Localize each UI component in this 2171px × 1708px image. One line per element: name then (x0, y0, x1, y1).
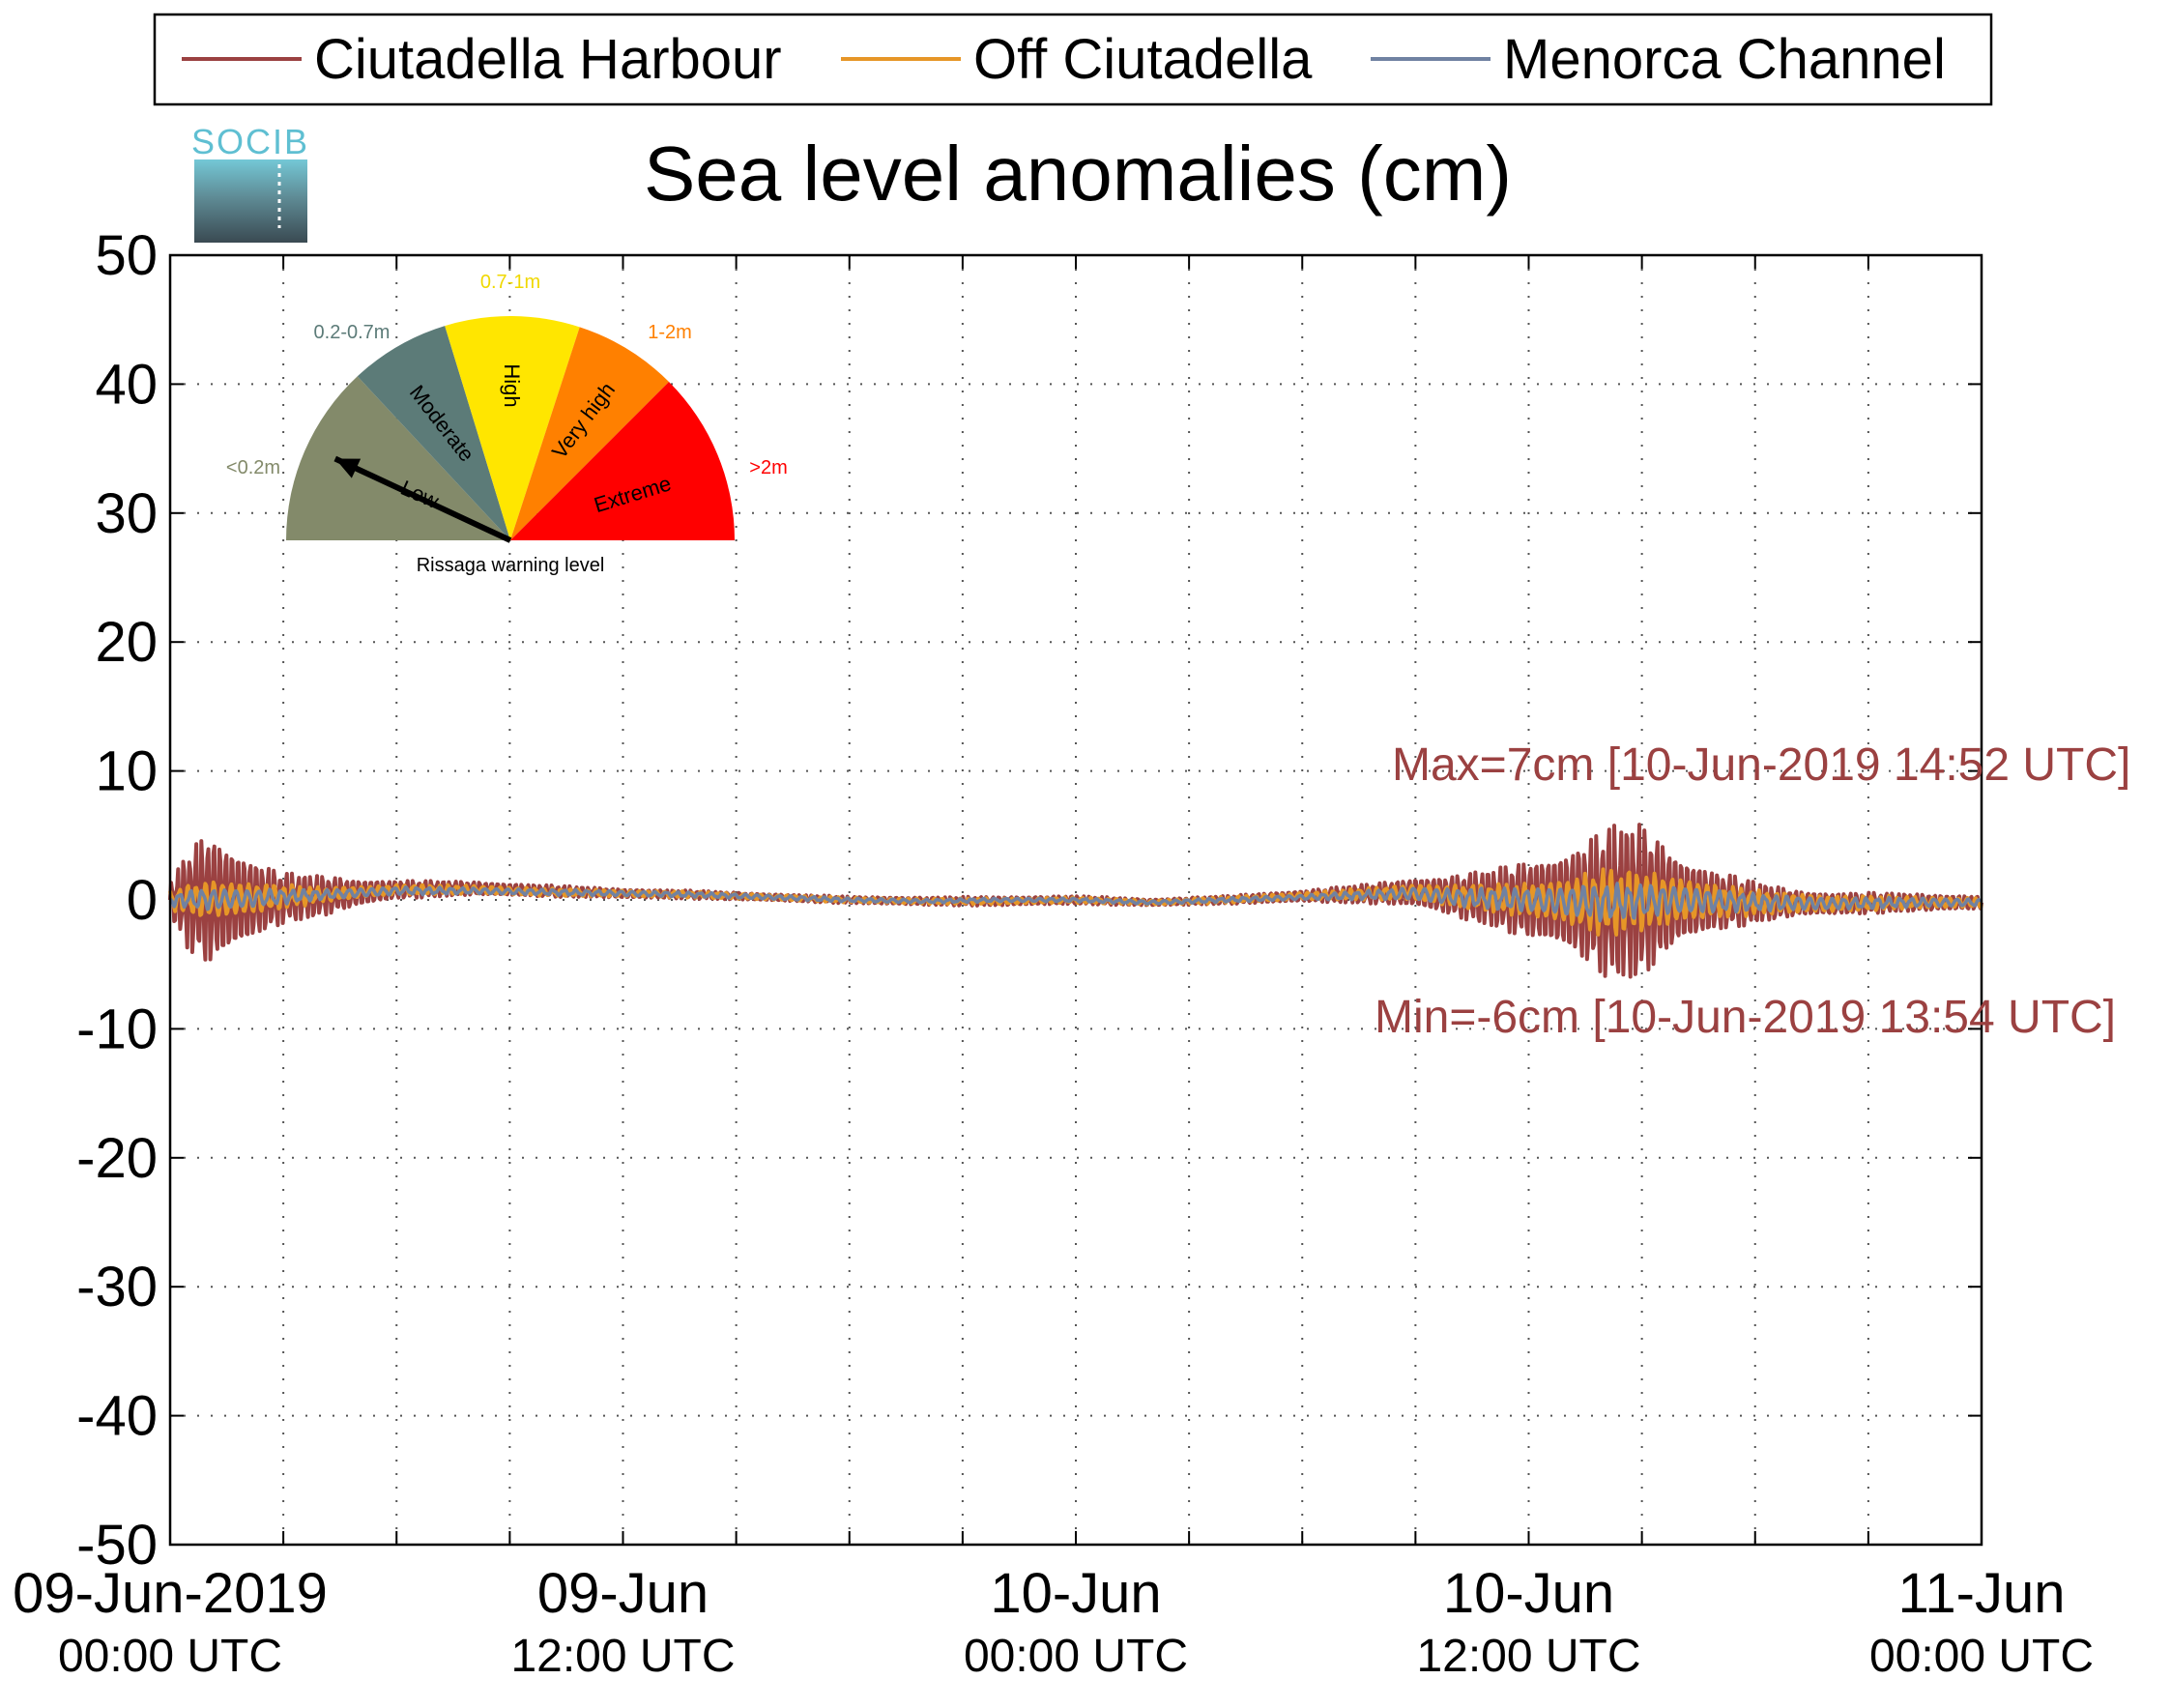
y-tick-label: -40 (76, 1385, 158, 1448)
x-tick-label-date: 10-Jun (990, 1562, 1161, 1625)
legend-box (153, 13, 1993, 106)
y-axis-labels: 50 40 30 20 10 0 -10 -20 -30 -40 -50 (76, 224, 158, 1577)
socib-logo: SOCIB (191, 122, 309, 243)
x-tick-label-date: 11-Jun (1897, 1562, 2065, 1625)
y-tick-label: -30 (76, 1256, 158, 1318)
socib-logo-text: SOCIB (191, 122, 309, 161)
gauge-sector-moderate (357, 326, 510, 540)
legend-label-ciutadella-harbour: Ciutadella Harbour (314, 28, 782, 91)
gauge-caption: Rissaga warning level (417, 555, 605, 576)
gauge-sector-very-high (510, 327, 669, 540)
legend-label-menorca-channel: Menorca Channel (1503, 28, 1946, 91)
max-annotation: Max=7cm [10-Jun-2019 14:52 UTC] (1392, 739, 2130, 791)
x-tick-label-time: 12:00 UTC (1416, 1631, 1640, 1682)
y-tick-label: -50 (76, 1514, 158, 1577)
legend: Ciutadella Harbour Off Ciutadella Menorc… (153, 13, 1993, 106)
x-tick-label-time: 00:00 UTC (1869, 1631, 2094, 1682)
x-axis-labels: 09-Jun-2019 00:00 UTC 09-Jun 12:00 UTC 10-Ju… (13, 1562, 2094, 1682)
y-tick-label: 20 (95, 611, 158, 674)
axis-ticks (170, 254, 1982, 1546)
gauge-range-label: >2m (749, 457, 787, 478)
x-tick-label-time: 00:00 UTC (964, 1631, 1188, 1682)
gauge-range-label: <0.2m (226, 457, 280, 478)
gauge-level-label: High (500, 363, 524, 407)
x-tick-label-date: 09-Jun (537, 1562, 709, 1625)
x-tick-label-date: 09-Jun-2019 (13, 1562, 328, 1625)
y-tick-label: 0 (127, 869, 158, 932)
y-tick-label: 50 (95, 224, 158, 287)
gauge-needle (333, 455, 512, 543)
y-tick-label: -20 (76, 1127, 158, 1190)
y-tick-label: 10 (95, 740, 158, 803)
y-tick-label: 40 (95, 353, 158, 416)
series-lines (168, 823, 1983, 979)
gauge-range-label: 0.7-1m (480, 272, 540, 293)
series-line-menorca-channel (168, 882, 1983, 923)
x-tick-label-time: 12:00 UTC (510, 1631, 735, 1682)
y-tick-label: 30 (95, 482, 158, 545)
min-annotation: Min=-6cm [10-Jun-2019 13:54 UTC] (1375, 992, 2116, 1043)
gauge-sector-low (286, 376, 510, 540)
gauge-sector-extreme (510, 382, 735, 540)
chart-title: Sea level anomalies (cm) (644, 130, 1512, 217)
socib-logo-block (194, 159, 307, 243)
gauge-range-label: 1-2m (648, 322, 692, 343)
x-tick-label-date: 10-Jun (1443, 1562, 1614, 1625)
legend-label-off-ciutadella: Off Ciutadella (973, 28, 1313, 91)
gauge-needle-head (334, 458, 362, 478)
gauge-range-label: 0.2-0.7m (314, 322, 391, 343)
y-tick-label: -10 (76, 998, 158, 1060)
x-tick-label-time: 00:00 UTC (58, 1631, 282, 1682)
gauge-sector-high (445, 316, 580, 540)
plot-frame (168, 253, 1983, 1547)
